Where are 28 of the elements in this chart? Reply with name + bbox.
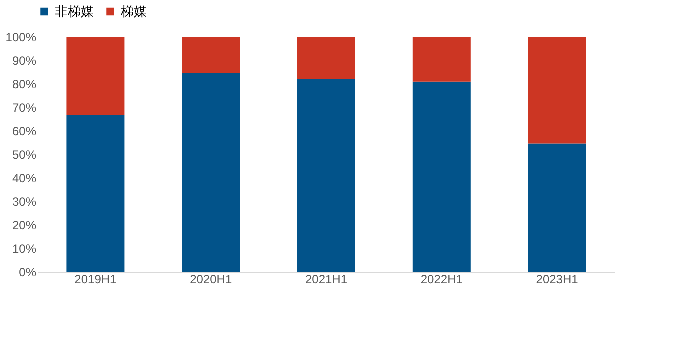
y-tick-label: 60% bbox=[12, 124, 37, 138]
x-tick-label: 2022H1 bbox=[420, 272, 464, 286]
legend-label: 非梯媒 bbox=[55, 4, 94, 20]
bar bbox=[298, 37, 356, 80]
bar bbox=[412, 82, 471, 272]
bar bbox=[528, 37, 586, 144]
x-tick-label: 2023H1 bbox=[536, 272, 579, 286]
bar bbox=[182, 73, 240, 272]
y-tick-label: 80% bbox=[12, 78, 37, 92]
x-tick-label: 2021H1 bbox=[305, 272, 348, 286]
bar bbox=[182, 37, 240, 74]
x-tick-label: 2020H1 bbox=[190, 272, 232, 286]
y-tick-label: 90% bbox=[12, 54, 37, 68]
bar bbox=[528, 144, 586, 272]
bar bbox=[412, 37, 471, 82]
y-tick-label: 10% bbox=[12, 242, 37, 256]
y-tick-label: 20% bbox=[12, 218, 37, 232]
y-tick-label: 40% bbox=[12, 172, 37, 186]
y-tick-label: 70% bbox=[12, 101, 37, 115]
y-tick-label: 50% bbox=[12, 148, 37, 162]
x-tick-label: 2019H1 bbox=[74, 272, 118, 286]
y-tick-label: 30% bbox=[12, 195, 37, 209]
legend-label: 梯媒 bbox=[120, 4, 147, 20]
bar bbox=[66, 115, 125, 272]
bar bbox=[298, 79, 356, 272]
y-tick-label: 0% bbox=[19, 266, 37, 280]
bar bbox=[66, 37, 125, 116]
y-tick-label: 100% bbox=[6, 30, 37, 44]
